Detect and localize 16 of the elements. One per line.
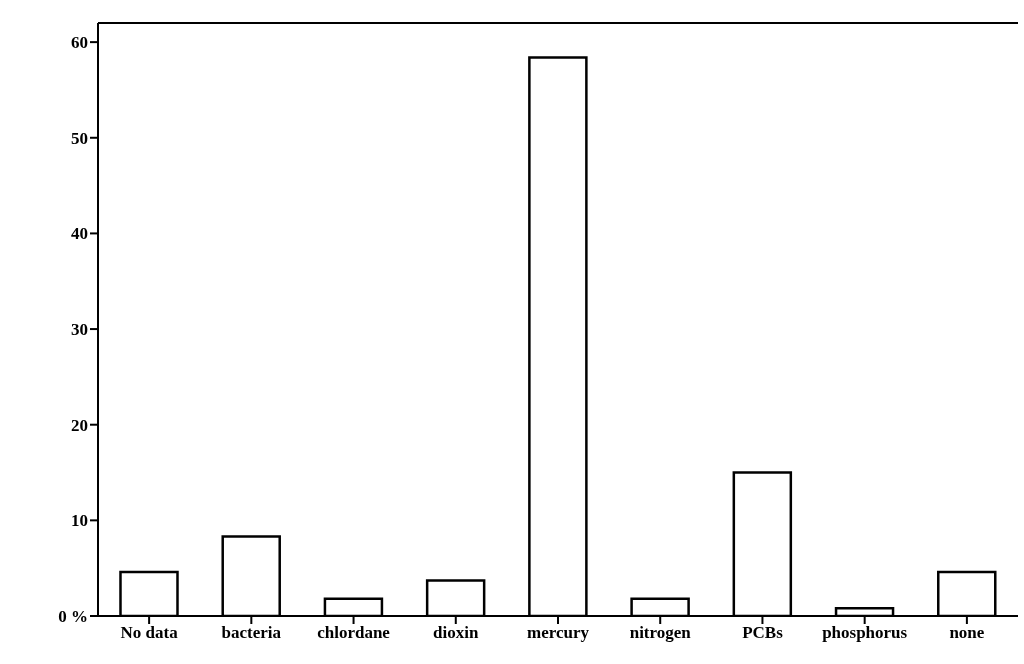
y-tick-label: 40 (71, 224, 88, 244)
x-tick-label: none (949, 623, 985, 643)
x-tick-label: bacteria (221, 623, 282, 643)
x-tick-label: dioxin (433, 623, 479, 643)
x-tick-label: nitrogen (629, 623, 692, 643)
x-tick-label: chlordane (317, 623, 391, 643)
y-tick-label: 10 (71, 511, 88, 531)
x-tick-label: No data (120, 623, 179, 643)
y-tick-label: 0 % (58, 607, 88, 627)
x-tick-label: mercury (527, 623, 590, 643)
x-tick-label: phosphorus (822, 623, 908, 643)
y-tick-label: 20 (71, 415, 88, 435)
y-tick-label: 50 (71, 128, 88, 148)
y-tick-label: 60 (71, 33, 88, 53)
x-tick-label: PCBs (742, 623, 784, 643)
y-tick-label: 30 (71, 320, 88, 340)
